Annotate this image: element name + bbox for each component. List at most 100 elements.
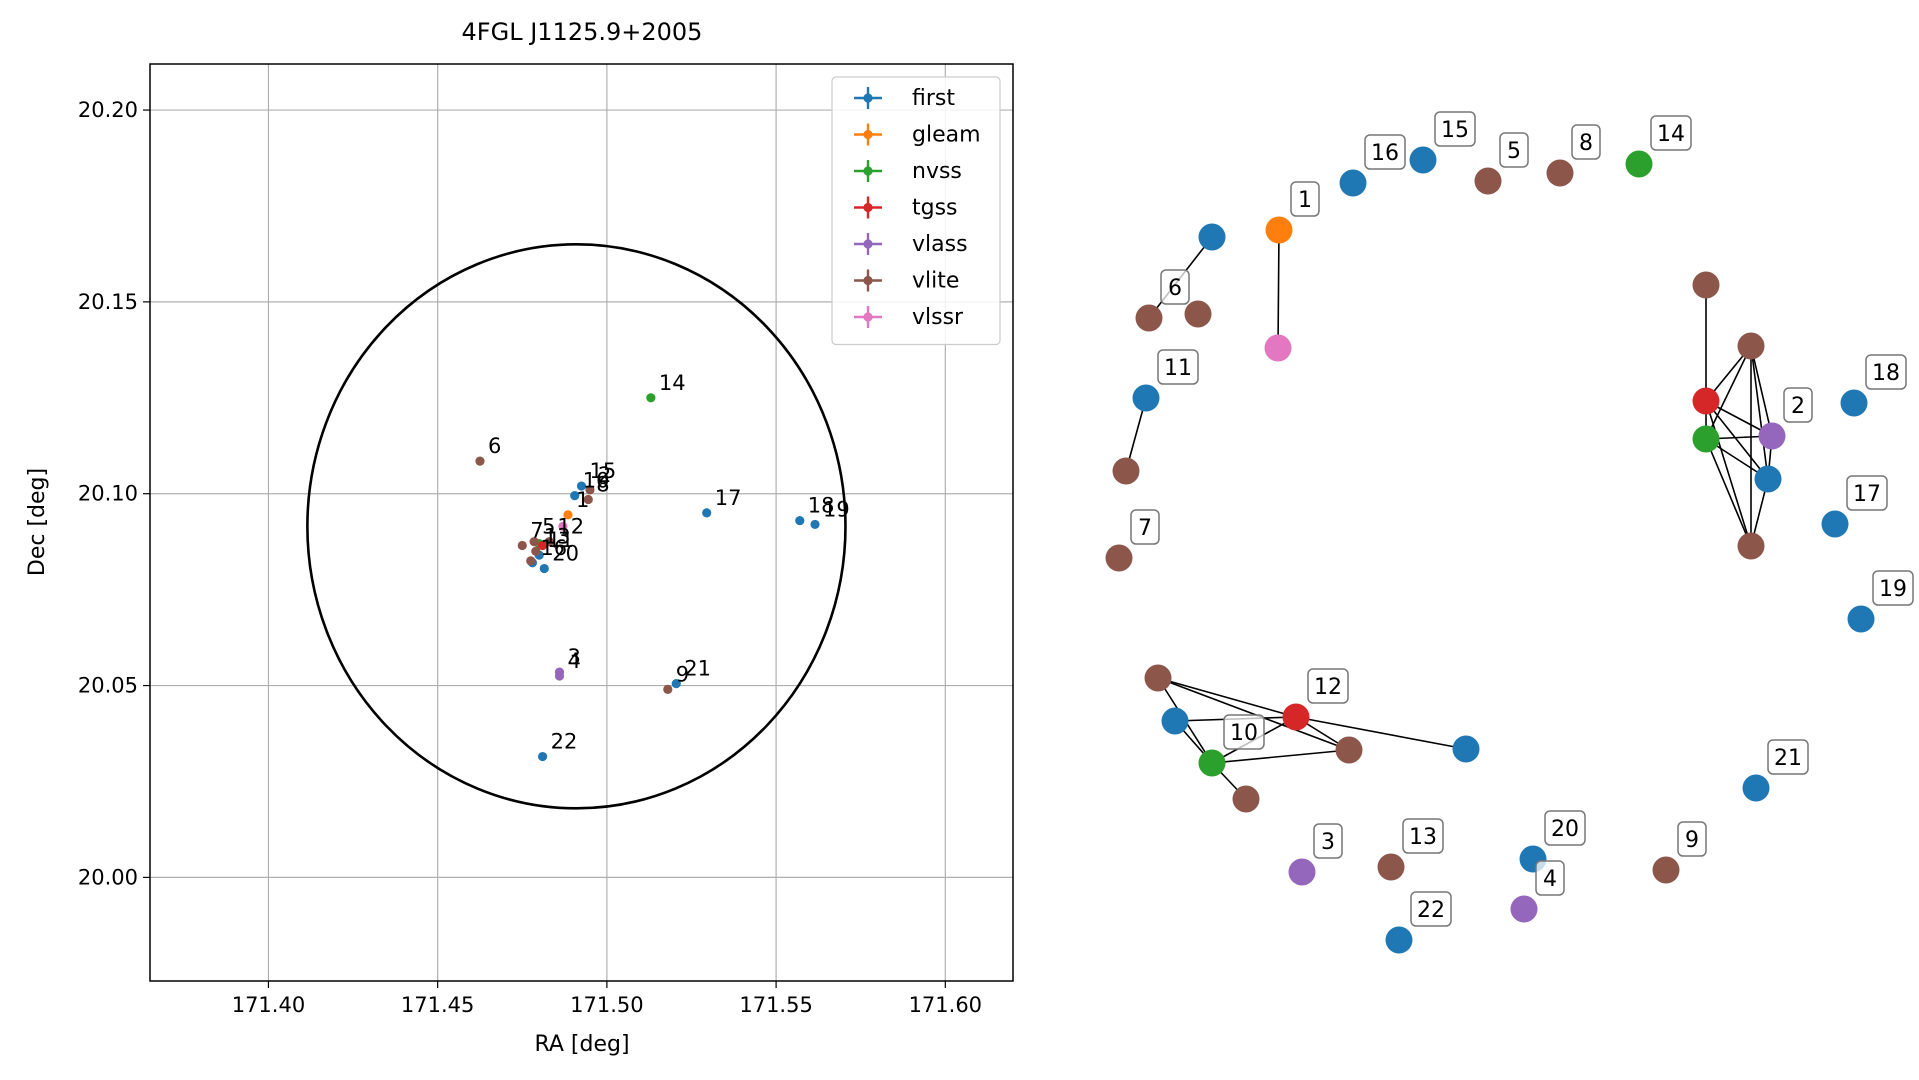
legend-box: [831, 76, 1001, 346]
point-label: 14: [659, 371, 686, 395]
legend-marker-vlite: [863, 275, 873, 286]
y-axis-ticks: 20.00 20.05 20.10 20.15 20.20: [78, 98, 150, 889]
network-node: [1232, 785, 1260, 813]
legend-marker-gleam: [863, 129, 873, 140]
network-node: [1840, 389, 1868, 417]
point-vlssr: [558, 521, 568, 531]
legend-label: nvss: [912, 159, 962, 184]
y-tick-label: 20.15: [78, 290, 138, 314]
network-node-label-box: [1767, 739, 1809, 775]
network-edge: [1705, 400, 1769, 480]
y-axis-label: Dec [deg]: [25, 468, 50, 576]
network-node-label-box: [1290, 181, 1320, 217]
x-axis-ticks: 171.40 171.45 171.50 171.55 171.60: [232, 981, 982, 1017]
network-node-label-box: [1677, 821, 1707, 857]
point-vlite: [585, 485, 595, 495]
point-vlite: [517, 540, 527, 551]
x-tick-label: 171.60: [909, 993, 982, 1017]
y-tick-label: 20.00: [78, 865, 138, 889]
network-node: [1692, 425, 1720, 453]
network-node: [1692, 387, 1720, 415]
network-node: [1282, 703, 1310, 731]
x-tick-label: 171.50: [570, 993, 643, 1017]
network-node-label: 6: [1168, 276, 1182, 301]
network-node-label-box: [1535, 860, 1565, 896]
network-node-label-box: [1160, 269, 1190, 305]
point-label: 16: [540, 536, 567, 560]
network-node: [1335, 736, 1363, 764]
network-node-label-box: [1846, 475, 1888, 511]
network-node: [1198, 223, 1226, 251]
network-node-label: 13: [1409, 825, 1437, 850]
network-node: [1288, 858, 1316, 886]
network-node-label: 18: [1872, 361, 1900, 386]
network-node-label-box: [1402, 818, 1444, 854]
point-vlite: [526, 556, 536, 566]
network-node: [1474, 167, 1502, 195]
network-node: [1385, 926, 1413, 954]
network-edge: [1157, 677, 1297, 718]
network-node: [1144, 664, 1172, 692]
network-node-label: 8: [1579, 131, 1593, 156]
network-edges: [1125, 229, 1773, 800]
point-first: [795, 515, 805, 526]
legend-marker-vlssr: [863, 312, 873, 322]
point-label: 11: [547, 528, 574, 552]
network-node: [1112, 457, 1140, 485]
point-label: 2: [598, 463, 611, 487]
network-node: [1652, 856, 1680, 884]
network-node: [1198, 749, 1226, 777]
scatter-panel: 4FGL J1125.9+2005 171.40 171.45 171.50 171.…: [25, 18, 1014, 1057]
network-node-label-box: [1499, 132, 1529, 168]
network-node-label-box: [1571, 124, 1601, 160]
network-node-label: 10: [1230, 721, 1258, 746]
point-vlite: [583, 494, 593, 505]
network-node: [1105, 544, 1133, 572]
point-label: 5: [542, 515, 555, 539]
network-node-label-box: [1130, 509, 1160, 545]
network-node-label: 5: [1507, 139, 1521, 164]
network-node-label-box: [1157, 349, 1199, 385]
network-edge: [1277, 229, 1280, 349]
network-node: [1625, 150, 1653, 178]
point-first: [702, 508, 712, 518]
network-node: [1339, 169, 1367, 197]
network-node-label: 19: [1879, 577, 1907, 602]
network-node-label: 4: [1543, 867, 1557, 892]
network-node-label-box: [1410, 891, 1452, 927]
network-node: [1737, 332, 1765, 360]
network-node: [1135, 304, 1163, 332]
point-vlite: [663, 684, 673, 695]
point-label: 19: [823, 497, 850, 521]
point-vlite: [475, 456, 485, 466]
legend-marker-first: [863, 93, 873, 103]
x-axis-label: RA [deg]: [534, 1032, 629, 1057]
network-node-label: 21: [1774, 746, 1802, 771]
x-tick-label: 171.45: [401, 993, 474, 1017]
network-node: [1377, 853, 1405, 881]
network-node-label: 9: [1685, 828, 1699, 853]
x-tick-label: 171.40: [232, 993, 305, 1017]
network-node: [1546, 159, 1574, 187]
network-edge: [1705, 345, 1752, 440]
scatter-points: [475, 393, 820, 762]
network-node-label-box: [1307, 668, 1349, 704]
network-node-label: 17: [1853, 482, 1881, 507]
network-node-label: 12: [1314, 675, 1342, 700]
legend-label: first: [912, 86, 955, 111]
network-node: [1754, 465, 1782, 493]
point-tgss: [537, 540, 548, 551]
y-tick-label: 20.20: [78, 98, 138, 122]
network-node-label-box: [1223, 714, 1265, 750]
y-tick-label: 20.10: [78, 482, 138, 506]
point-first: [810, 519, 820, 530]
network-node: [1742, 774, 1770, 802]
network-node-label: 11: [1164, 356, 1192, 381]
error-ellipse: [306, 243, 847, 810]
point-first: [537, 751, 548, 762]
network-node: [1821, 510, 1849, 538]
network-node-label-box: [1544, 810, 1586, 846]
point-vlite: [531, 546, 541, 556]
